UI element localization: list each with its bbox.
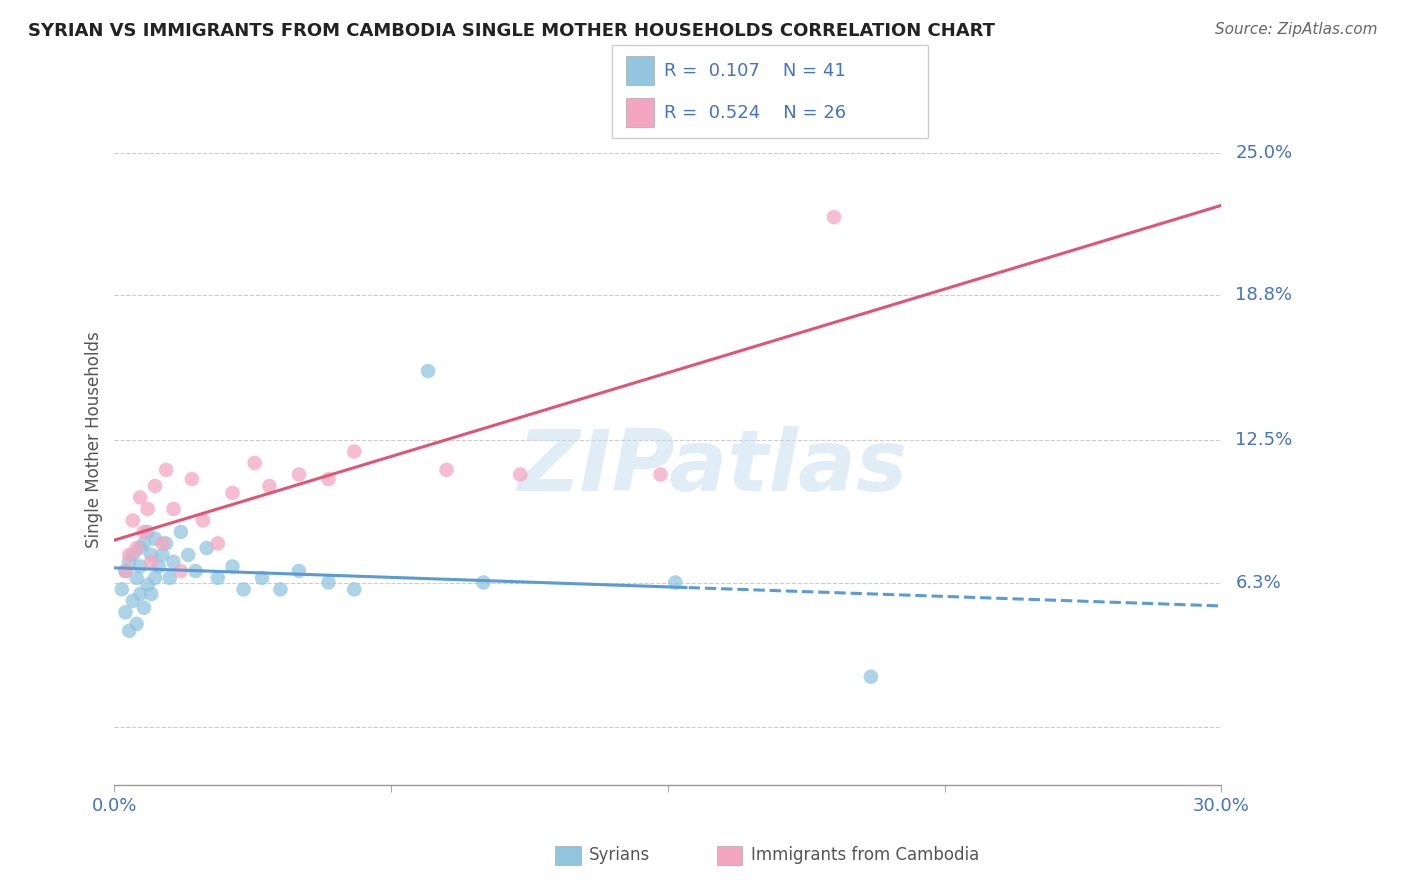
Point [259,479,281,493]
Point [162,555,184,569]
Point [132,600,155,615]
Point [132,524,155,539]
Point [269,582,291,597]
Point [243,456,266,470]
Point [118,555,141,569]
Point [111,582,134,597]
Point [125,571,148,585]
Point [121,594,143,608]
Text: Immigrants from Cambodia: Immigrants from Cambodia [751,847,979,864]
Point [191,513,214,527]
Point [132,536,155,550]
Point [177,548,200,562]
Point [859,670,882,684]
Point [150,548,173,562]
Point [125,616,148,631]
Point [221,486,243,500]
Point [114,564,136,578]
Point [141,555,163,569]
Point [121,513,143,527]
Point [129,559,152,574]
Point [436,463,458,477]
Point [141,548,163,562]
Point [143,479,166,493]
Y-axis label: Single Mother Households: Single Mother Households [86,332,103,549]
Point [250,571,273,585]
Point [472,575,495,590]
Text: Source: ZipAtlas.com: Source: ZipAtlas.com [1215,22,1378,37]
Point [170,524,193,539]
Point [288,467,311,482]
Point [136,502,159,516]
Point [170,564,193,578]
Point [162,502,184,516]
Point [143,532,166,546]
Point [416,364,439,378]
Point [118,624,141,638]
Text: 18.8%: 18.8% [1236,286,1292,304]
Point [148,559,170,574]
Point [118,548,141,562]
Point [129,541,152,555]
Point [129,587,152,601]
Point [318,472,340,486]
Point [155,536,177,550]
Point [232,582,254,597]
Point [143,571,166,585]
Point [150,536,173,550]
Point [155,463,177,477]
Text: SYRIAN VS IMMIGRANTS FROM CAMBODIA SINGLE MOTHER HOUSEHOLDS CORRELATION CHART: SYRIAN VS IMMIGRANTS FROM CAMBODIA SINGL… [28,22,995,40]
Text: Syrians: Syrians [589,847,651,864]
Point [129,491,152,505]
Point [136,578,159,592]
Point [207,536,229,550]
Point [114,564,136,578]
Point [664,575,686,590]
Point [159,571,181,585]
Point [509,467,531,482]
Point [114,606,136,620]
Point [650,467,672,482]
Point [343,444,366,458]
Point [318,575,340,590]
Text: R =  0.524    N = 26: R = 0.524 N = 26 [664,103,846,121]
Point [207,571,229,585]
Point [288,564,311,578]
Text: 6.3%: 6.3% [1236,574,1281,591]
Point [180,472,202,486]
Point [121,548,143,562]
Point [195,541,218,555]
Point [184,564,207,578]
Text: 25.0%: 25.0% [1236,144,1292,161]
Point [823,210,845,224]
Point [141,587,163,601]
Text: ZIPatlas: ZIPatlas [517,426,907,509]
Point [136,524,159,539]
Point [343,582,366,597]
Point [221,559,243,574]
Text: 12.5%: 12.5% [1236,431,1292,449]
Text: R =  0.107    N = 41: R = 0.107 N = 41 [664,62,845,79]
Point [125,541,148,555]
